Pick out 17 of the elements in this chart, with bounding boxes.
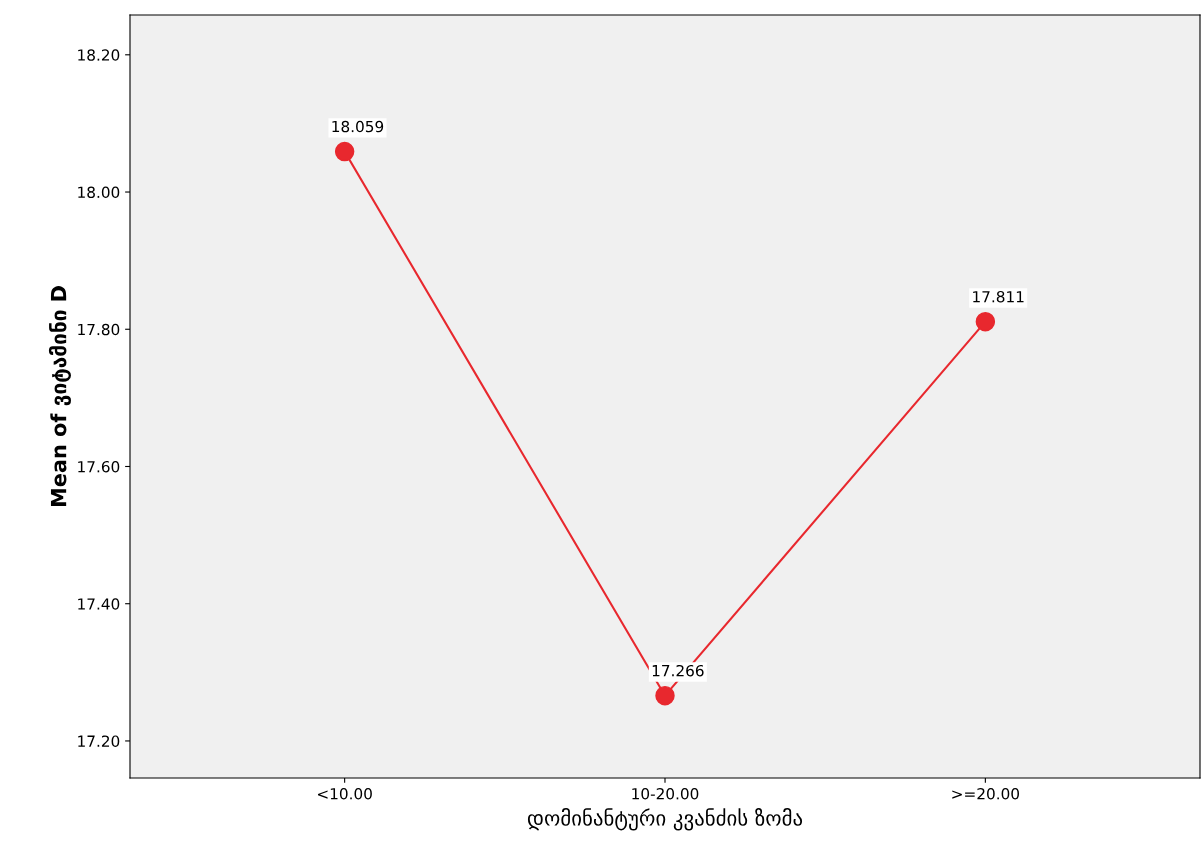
data-label: 18.059 xyxy=(332,120,384,133)
point xyxy=(975,311,996,332)
y-axis-title: Mean of ვიტამინი D xyxy=(48,286,71,507)
y-tick-label: 17.40 xyxy=(78,598,120,610)
data-label: 17.811 xyxy=(973,290,1024,303)
y-tick-label: 18.00 xyxy=(78,186,120,199)
x-tick-label: 10-20.00 xyxy=(632,787,699,800)
point xyxy=(655,685,675,706)
y-tick-label: 18.20 xyxy=(78,49,120,61)
x-tick-label: <10.00 xyxy=(317,787,372,800)
x-tick-label: >=20.00 xyxy=(952,787,1020,800)
y-tick-label: 17.80 xyxy=(78,323,120,336)
x-axis-title: დომინანტური კვანძის ზომა xyxy=(527,808,803,831)
point xyxy=(334,141,355,162)
data-label: 17.266 xyxy=(652,664,704,677)
y-tick-label: 17.60 xyxy=(78,460,120,473)
y-tick-label: 17.20 xyxy=(78,735,120,747)
